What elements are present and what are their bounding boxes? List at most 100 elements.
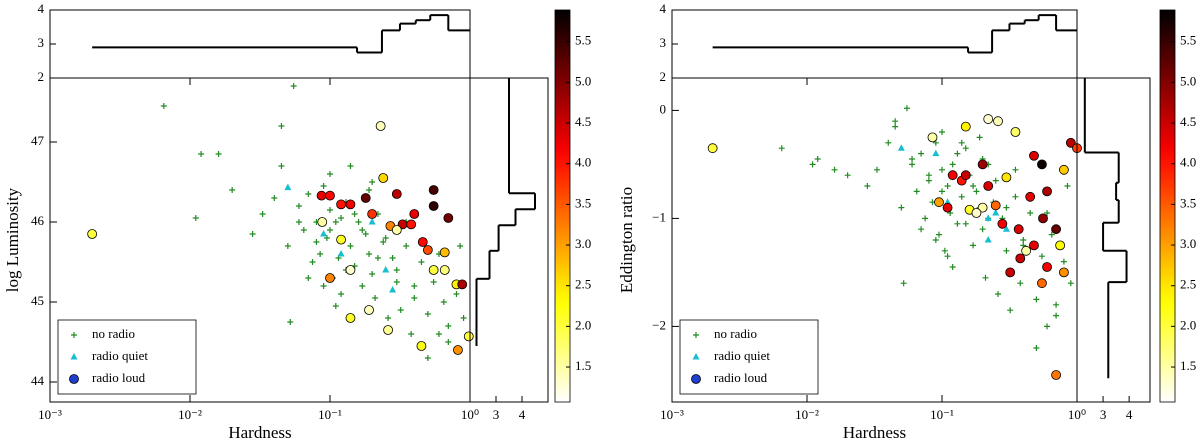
point [375, 121, 386, 131]
point [993, 116, 1003, 127]
point [424, 355, 431, 361]
colorbar-tick-label: 5.0 [575, 73, 591, 88]
point [1029, 240, 1039, 251]
point [1033, 296, 1040, 303]
point [397, 307, 404, 313]
point [295, 219, 302, 225]
point [290, 83, 297, 89]
point [317, 217, 328, 227]
point [944, 183, 951, 189]
point [949, 161, 956, 168]
top-hist-frame [49, 9, 471, 79]
point [1044, 210, 1051, 216]
point [1038, 253, 1045, 260]
point [1048, 231, 1055, 238]
point [338, 291, 345, 297]
point [1003, 204, 1010, 211]
colorbar-tick-label: 5.5 [575, 33, 591, 48]
point [453, 345, 463, 355]
point [1060, 258, 1067, 265]
point [939, 166, 945, 173]
point [900, 280, 907, 287]
point [979, 226, 986, 233]
y-tick-label: 3 [38, 35, 45, 50]
point [428, 265, 439, 275]
point [391, 225, 402, 235]
x-tick-label: 10⁻² [795, 407, 819, 422]
point [976, 134, 983, 141]
y-tick-label: −1 [652, 209, 666, 224]
point [1013, 224, 1024, 235]
point [1015, 253, 1026, 264]
point [367, 209, 378, 219]
point [909, 161, 916, 168]
point [336, 199, 346, 210]
point [332, 219, 339, 225]
x-tick-label: 10⁻² [178, 407, 202, 422]
legend-box [679, 319, 819, 395]
colorbar-tick-label: 4.0 [575, 155, 591, 170]
point [970, 242, 977, 249]
point [1012, 166, 1019, 173]
point [323, 235, 330, 241]
legend-label: radio loud [714, 370, 768, 385]
point [913, 188, 920, 195]
point [305, 275, 312, 281]
legend-label: radio loud [92, 370, 146, 385]
point [1005, 267, 1016, 278]
point [411, 295, 418, 301]
x-tick-label: 10⁰ [461, 407, 479, 422]
y-axis-label: Eddington ratio [617, 187, 636, 293]
point [403, 243, 410, 249]
point [977, 159, 988, 170]
point [1065, 137, 1076, 148]
x-axis-label: Hardness [228, 423, 291, 442]
legend-marker [69, 374, 79, 384]
point [366, 251, 373, 257]
point [259, 211, 266, 217]
point [983, 114, 994, 124]
y-tick-label: −2 [652, 317, 666, 332]
point [249, 231, 256, 237]
point [977, 202, 988, 213]
point [345, 199, 356, 210]
point [320, 283, 327, 289]
point [389, 286, 397, 293]
legend-label: no radio [92, 326, 135, 341]
point [313, 239, 320, 245]
legend-marker [691, 374, 701, 384]
legend-marker [70, 353, 78, 360]
point [939, 129, 945, 135]
colorbar [1159, 9, 1176, 403]
point [1044, 323, 1051, 330]
point [383, 325, 393, 335]
point [309, 259, 316, 265]
colorbar-tick-label: 1.5 [575, 358, 591, 373]
point [947, 170, 958, 181]
point [416, 341, 427, 351]
point [897, 144, 905, 151]
point [440, 299, 447, 305]
point [1051, 224, 1061, 235]
point [984, 214, 992, 221]
point [369, 271, 376, 277]
point [960, 170, 971, 181]
point [1033, 345, 1040, 351]
point [393, 267, 400, 273]
legend-box [57, 319, 197, 395]
point [922, 215, 929, 222]
point [393, 279, 400, 285]
point [192, 215, 199, 221]
colorbar [554, 9, 571, 403]
point [1038, 213, 1048, 224]
point [942, 202, 953, 213]
colorbar-tick-label: 4.5 [575, 114, 591, 129]
point [1012, 193, 1019, 200]
point [939, 188, 945, 195]
point [954, 150, 961, 157]
point [366, 187, 373, 193]
point [87, 229, 98, 239]
x-tick-label: 10⁻¹ [318, 407, 342, 422]
y-tick-label: 3 [660, 35, 667, 50]
point [918, 150, 925, 157]
